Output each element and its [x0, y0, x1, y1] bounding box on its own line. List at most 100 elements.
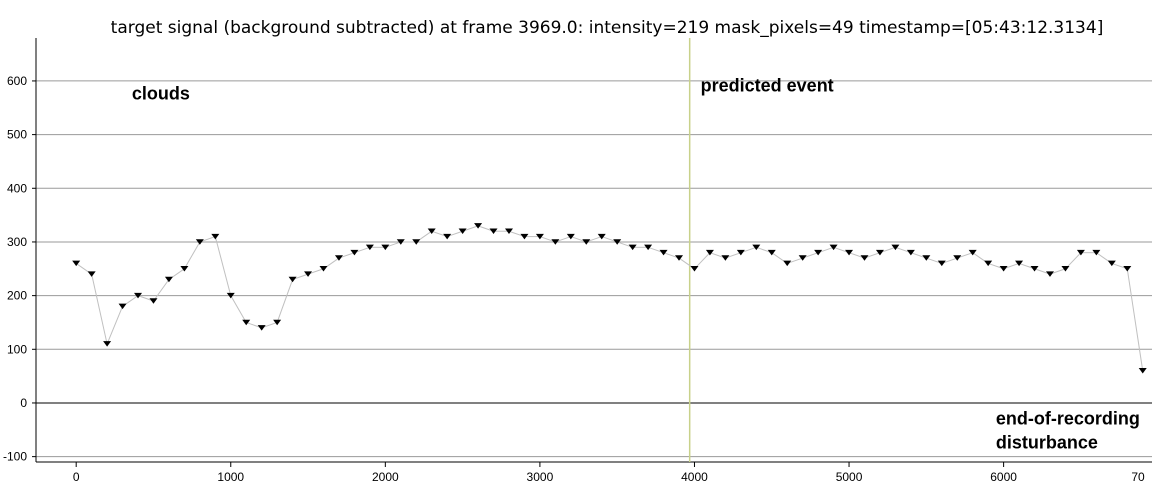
data-point — [875, 249, 884, 256]
data-point — [149, 298, 158, 304]
y-tick-label: 200 — [7, 289, 27, 303]
data-point — [288, 276, 297, 283]
x-tick-label: 3000 — [527, 470, 554, 484]
y-tick-label: 500 — [7, 128, 27, 142]
data-point — [412, 239, 421, 245]
data-connector — [214, 236, 232, 296]
data-point — [1076, 249, 1085, 256]
data-point — [72, 260, 81, 267]
data-point — [1107, 260, 1116, 267]
data-point — [164, 276, 173, 283]
data-point — [597, 233, 606, 240]
data-point — [257, 325, 266, 331]
data-point — [304, 271, 313, 277]
data-point — [273, 319, 282, 326]
data-point — [195, 239, 204, 245]
x-tick-label: 0 — [73, 470, 80, 484]
y-tick-label: 300 — [7, 235, 27, 249]
data-point — [504, 228, 513, 234]
data-point — [1030, 266, 1039, 272]
data-point — [845, 249, 854, 256]
data-point — [350, 249, 359, 256]
data-point — [1138, 368, 1147, 374]
data-point — [906, 249, 915, 256]
data-point — [613, 239, 622, 245]
chart-annotation: predicted event — [701, 76, 834, 96]
data-point — [474, 223, 483, 229]
data-point — [458, 228, 467, 234]
data-point — [659, 249, 668, 256]
data-point — [628, 244, 637, 251]
data-point — [535, 233, 544, 240]
data-point — [953, 255, 962, 261]
data-connector — [230, 295, 247, 323]
data-point — [443, 233, 452, 240]
data-point — [1015, 260, 1024, 267]
data-point — [226, 292, 235, 299]
data-point — [937, 260, 946, 267]
x-tick-label: 70 — [1131, 470, 1145, 484]
x-tick-label: 1000 — [217, 470, 244, 484]
data-connector — [153, 279, 170, 302]
data-connector — [276, 279, 294, 323]
data-point — [134, 292, 143, 299]
data-point — [798, 255, 807, 261]
chart-annotation: clouds — [132, 84, 190, 104]
data-point — [334, 255, 343, 261]
data-connector — [91, 274, 108, 345]
data-connector — [1126, 268, 1144, 371]
grid-layer — [36, 80, 1152, 458]
data-point — [87, 271, 96, 277]
data-point — [1061, 266, 1070, 272]
data-point — [319, 266, 328, 272]
x-tick-label: 4000 — [681, 470, 708, 484]
data-point — [365, 244, 374, 251]
data-connector — [106, 306, 124, 345]
y-tick-label: 400 — [7, 181, 27, 195]
data-point — [211, 233, 220, 240]
data-point — [984, 260, 993, 267]
data-point — [1045, 271, 1054, 277]
x-tick-label: 2000 — [372, 470, 399, 484]
data-point — [690, 266, 699, 272]
data-point — [242, 319, 251, 326]
data-point — [752, 244, 761, 251]
data-point — [180, 266, 189, 272]
annotation-layer: clouds predicted event end-of-recording dis… — [132, 76, 1140, 453]
chart-annotation: disturbance — [996, 433, 1098, 453]
data-point — [968, 249, 977, 256]
data-point — [999, 266, 1008, 272]
data-point — [1123, 266, 1132, 272]
data-point — [566, 233, 575, 240]
data-point — [675, 255, 684, 261]
data-point — [381, 244, 390, 251]
data-point — [118, 303, 127, 310]
data-point — [922, 255, 931, 261]
data-point — [644, 244, 653, 251]
data-connector — [183, 241, 201, 270]
data-point — [767, 249, 776, 256]
data-point — [814, 249, 823, 256]
data-point — [736, 249, 745, 256]
data-point — [396, 239, 405, 245]
marker-layer — [72, 223, 1147, 374]
y-tick-label: 600 — [7, 74, 27, 88]
data-point — [705, 249, 714, 256]
data-point — [891, 244, 900, 251]
data-point — [860, 255, 869, 261]
data-point — [721, 255, 730, 261]
data-point — [427, 228, 436, 234]
x-tick-label: 6000 — [990, 470, 1017, 484]
data-point — [103, 341, 112, 347]
chart-annotation: end-of-recording — [996, 408, 1140, 428]
y-tick-label: -100 — [3, 450, 27, 464]
x-tick-label: 5000 — [836, 470, 863, 484]
data-point — [551, 239, 560, 245]
data-point — [1092, 249, 1101, 256]
data-point — [582, 239, 591, 245]
data-point — [829, 244, 838, 251]
data-point — [520, 233, 529, 240]
data-point — [783, 260, 792, 267]
